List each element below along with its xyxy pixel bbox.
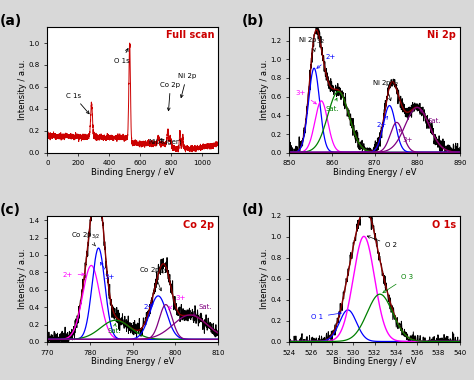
Text: O 1s: O 1s [114,49,130,64]
X-axis label: Binding Energy / eV: Binding Energy / eV [333,168,416,177]
Text: 3+: 3+ [399,129,413,142]
Text: Co 2p$_{3/2}$: Co 2p$_{3/2}$ [71,231,100,246]
Text: Co 2p$_{1/2}$: Co 2p$_{1/2}$ [139,266,169,291]
Text: Co 2p: Co 2p [161,82,181,111]
Text: Sat.: Sat. [107,324,121,334]
Text: C 1s: C 1s [66,93,89,114]
X-axis label: Binding Energy / eV: Binding Energy / eV [91,357,174,366]
X-axis label: Binding Energy / eV: Binding Energy / eV [91,168,174,177]
Text: Ni 2p: Ni 2p [178,73,196,98]
Text: Sat.: Sat. [193,304,212,316]
Text: Sat.: Sat. [420,110,441,124]
Text: Full scan: Full scan [166,30,214,40]
Text: (d): (d) [242,203,264,217]
Text: O 1s: O 1s [432,220,456,230]
Y-axis label: Intensity / a.u.: Intensity / a.u. [18,59,27,120]
Text: 3+: 3+ [168,295,186,309]
Text: O 1: O 1 [310,312,341,320]
Y-axis label: Intensity / a.u.: Intensity / a.u. [260,249,269,309]
Text: 2+: 2+ [317,54,336,68]
Text: Ni 2p: Ni 2p [428,30,456,40]
Text: Ni 2p$_{1/2}$: Ni 2p$_{1/2}$ [373,79,400,101]
Text: (a): (a) [0,14,22,28]
X-axis label: Binding Energy / eV: Binding Energy / eV [333,357,416,366]
Text: 2+: 2+ [143,304,154,310]
Text: (c): (c) [0,203,21,217]
Text: O 2: O 2 [367,236,397,249]
Text: Sat.: Sat. [326,98,339,112]
Text: Ni(Auger): Ni(Auger) [148,139,182,146]
Text: 3+: 3+ [100,262,115,280]
Text: 3+: 3+ [296,90,316,104]
Y-axis label: Intensity / a.u.: Intensity / a.u. [18,249,27,309]
Text: O 3: O 3 [383,274,413,293]
Text: 2+: 2+ [377,116,388,128]
Y-axis label: Intensity / a.u.: Intensity / a.u. [260,59,269,120]
Text: Ni 2p$_{3/2}$: Ni 2p$_{3/2}$ [298,36,326,52]
Text: (b): (b) [242,14,264,28]
Text: Co 2p: Co 2p [183,220,214,230]
Text: 2+: 2+ [62,272,84,278]
